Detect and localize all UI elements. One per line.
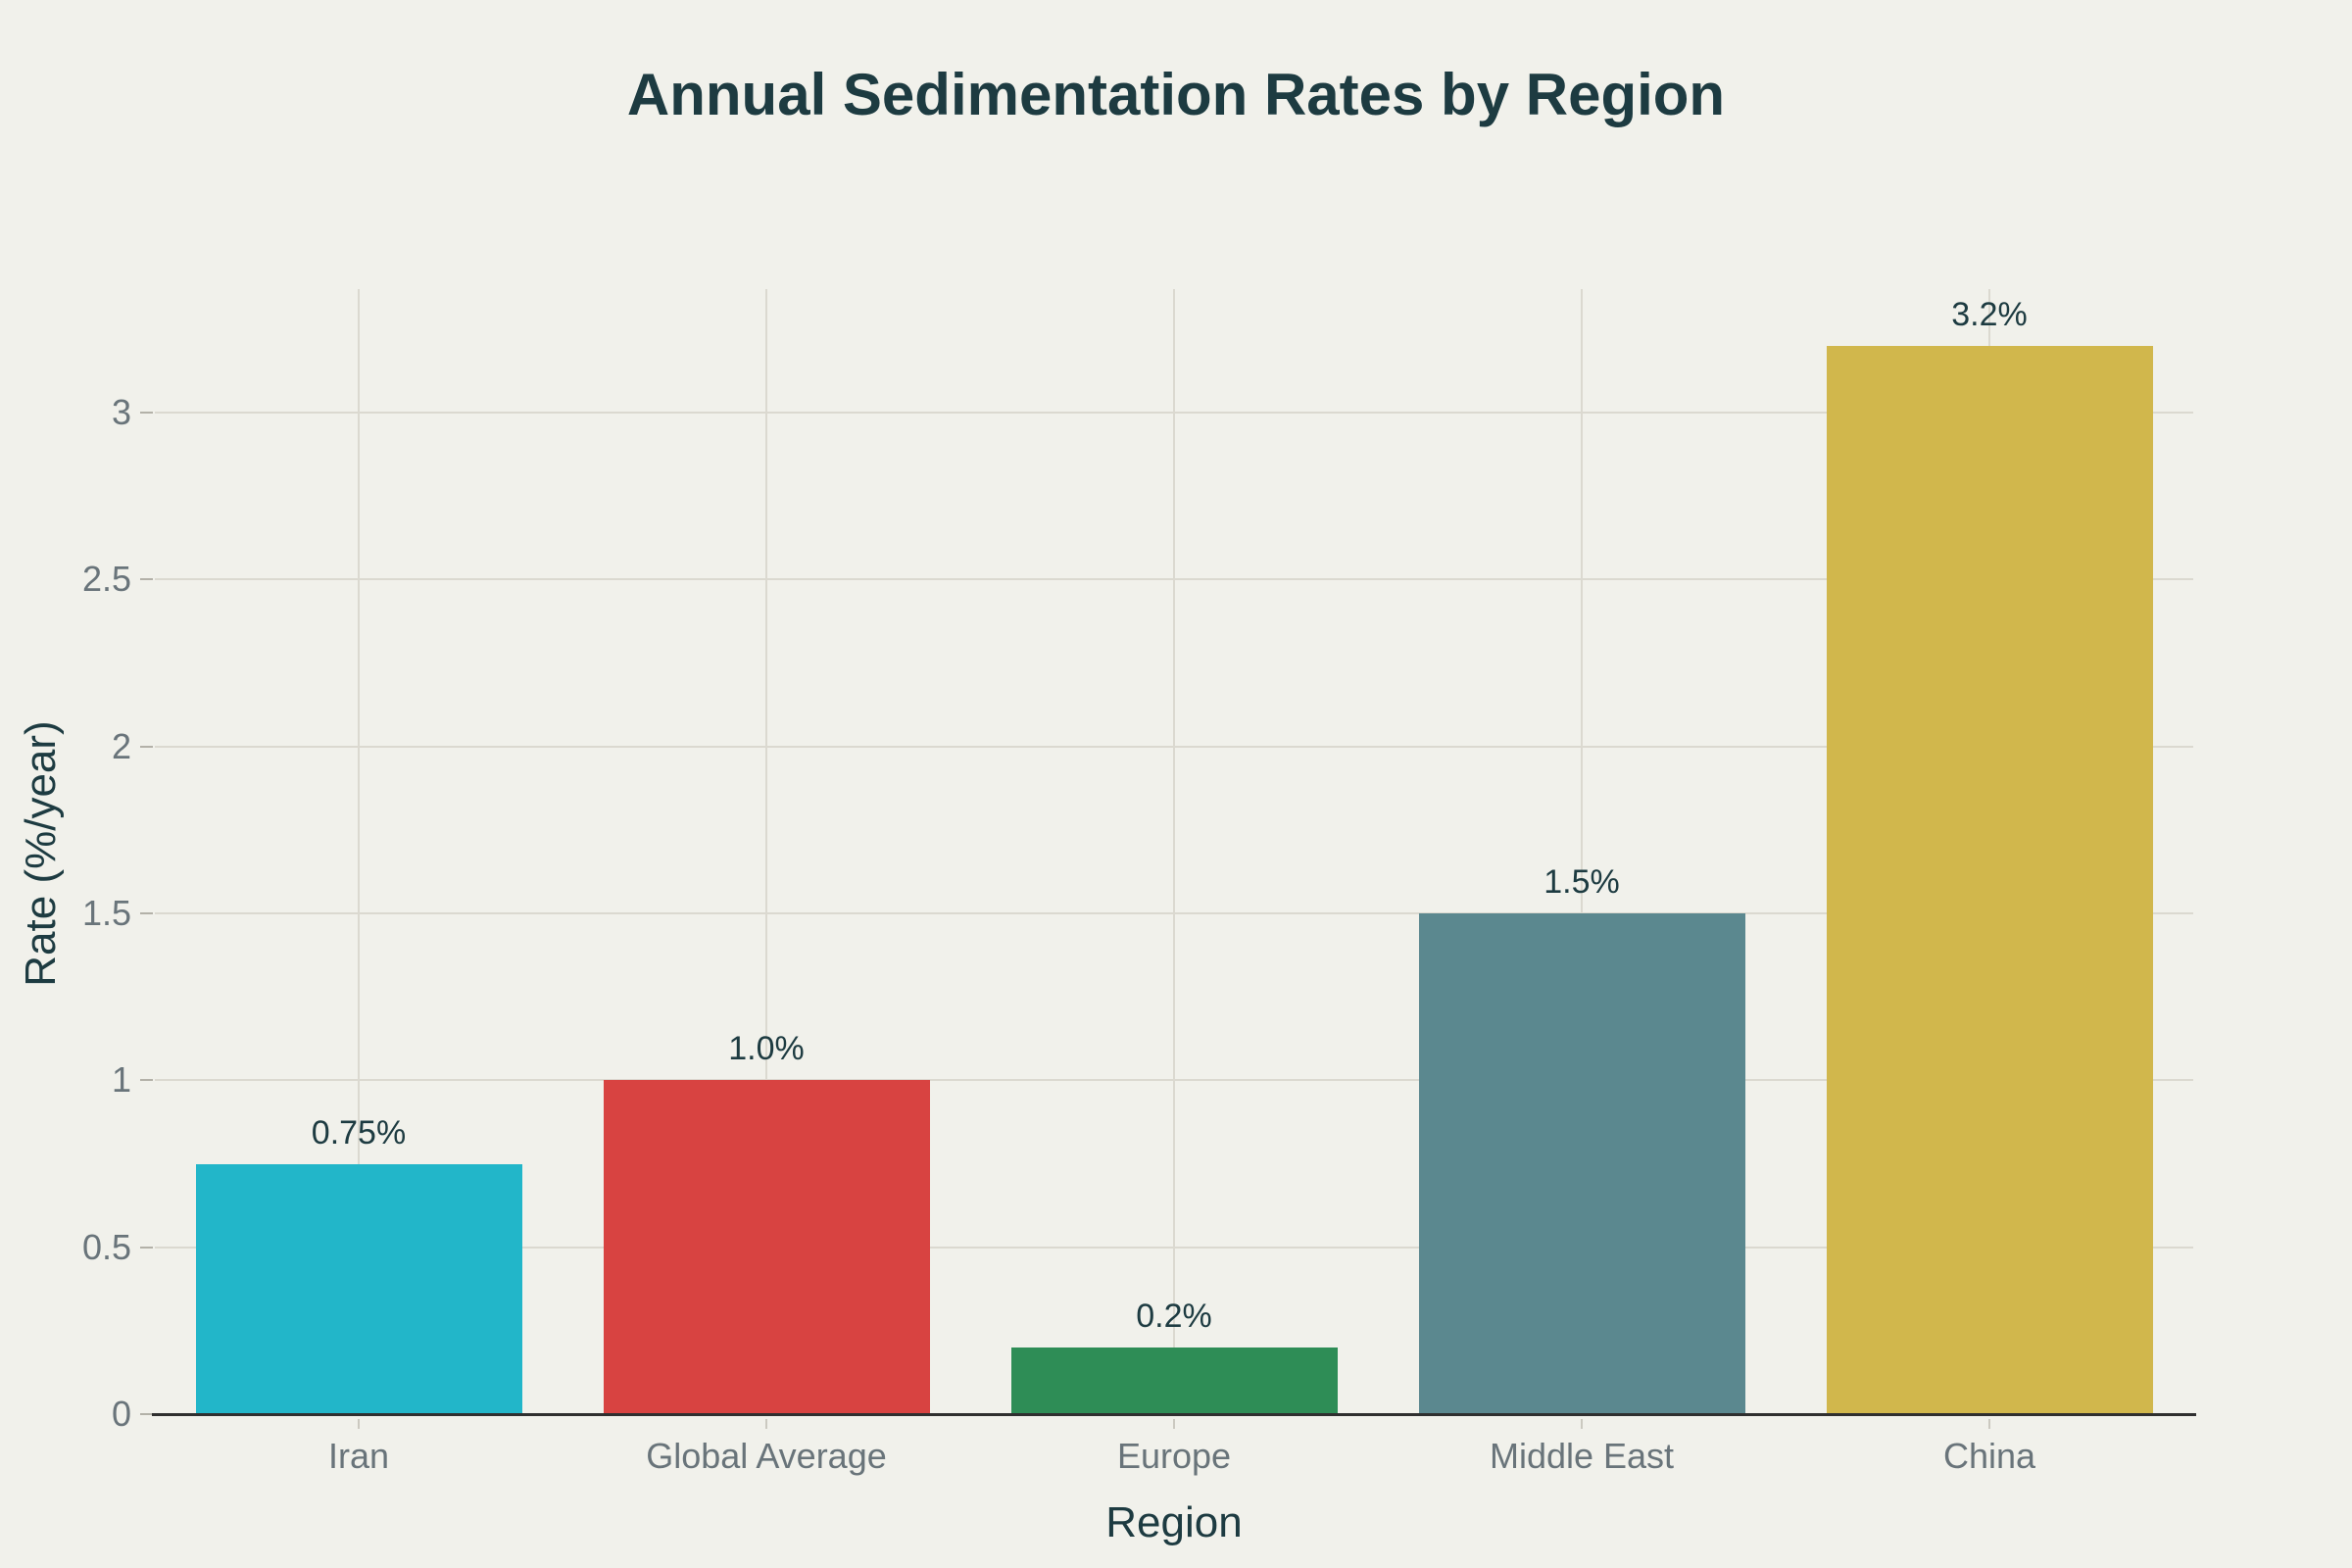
v-gridline bbox=[1173, 289, 1175, 1414]
y-tick-mark bbox=[140, 1413, 153, 1415]
y-tick-label: 1.5 bbox=[81, 893, 131, 934]
bar-global-average bbox=[603, 1080, 930, 1414]
y-tick-label: 3 bbox=[111, 392, 131, 433]
v-gridline bbox=[1581, 289, 1583, 1414]
bar-value-label: 0.75% bbox=[311, 1113, 407, 1152]
y-tick-mark bbox=[140, 1246, 153, 1249]
bar-middle-east bbox=[1418, 913, 1745, 1414]
x-tick-label: Iran bbox=[327, 1436, 390, 1476]
y-tick-label: 2 bbox=[111, 725, 131, 766]
v-gridline bbox=[765, 289, 767, 1414]
x-tick-mark bbox=[1173, 1419, 1175, 1429]
y-tick-label: 0 bbox=[111, 1394, 131, 1434]
x-tick-label: Europe bbox=[1116, 1436, 1232, 1476]
x-axis-title: Region bbox=[1105, 1498, 1243, 1546]
bar-value-label: 1.0% bbox=[728, 1030, 805, 1068]
plot-area: 0.75% Iran 1.0% Global Average 0.2% Europe 1.5… bbox=[152, 289, 2196, 1476]
x-tick-mark bbox=[765, 1419, 767, 1429]
x-tick-mark bbox=[1581, 1419, 1583, 1429]
x-tick-label: Global Average bbox=[646, 1436, 887, 1476]
y-tick-label: 2.5 bbox=[81, 559, 131, 600]
x-axis-line bbox=[152, 1413, 2196, 1416]
y-tick-mark bbox=[140, 1079, 153, 1082]
y-tick-mark bbox=[140, 912, 153, 915]
bar-value-label: 1.5% bbox=[1544, 863, 1620, 902]
bar-china bbox=[1826, 345, 2153, 1414]
x-tick-label: Middle East bbox=[1489, 1436, 1675, 1476]
y-axis-title: Rate (%/year) bbox=[17, 720, 65, 987]
bar-iran bbox=[195, 1163, 522, 1414]
bar-value-label: 3.2% bbox=[1951, 295, 2028, 333]
x-tick-mark bbox=[1988, 1419, 1990, 1429]
v-gridline bbox=[358, 289, 360, 1414]
x-tick-label: China bbox=[1942, 1436, 2036, 1476]
bar-value-label: 0.2% bbox=[1136, 1297, 1212, 1335]
y-tick-mark bbox=[140, 412, 153, 415]
y-tick-label: 0.5 bbox=[81, 1226, 131, 1267]
chart-title: Annual Sedimentation Rates by Region bbox=[626, 62, 1726, 127]
bar-europe bbox=[1010, 1347, 1338, 1414]
y-tick-mark bbox=[140, 578, 153, 581]
x-tick-mark bbox=[358, 1419, 360, 1429]
y-tick-mark bbox=[140, 745, 153, 748]
y-tick-label: 1 bbox=[111, 1059, 131, 1101]
